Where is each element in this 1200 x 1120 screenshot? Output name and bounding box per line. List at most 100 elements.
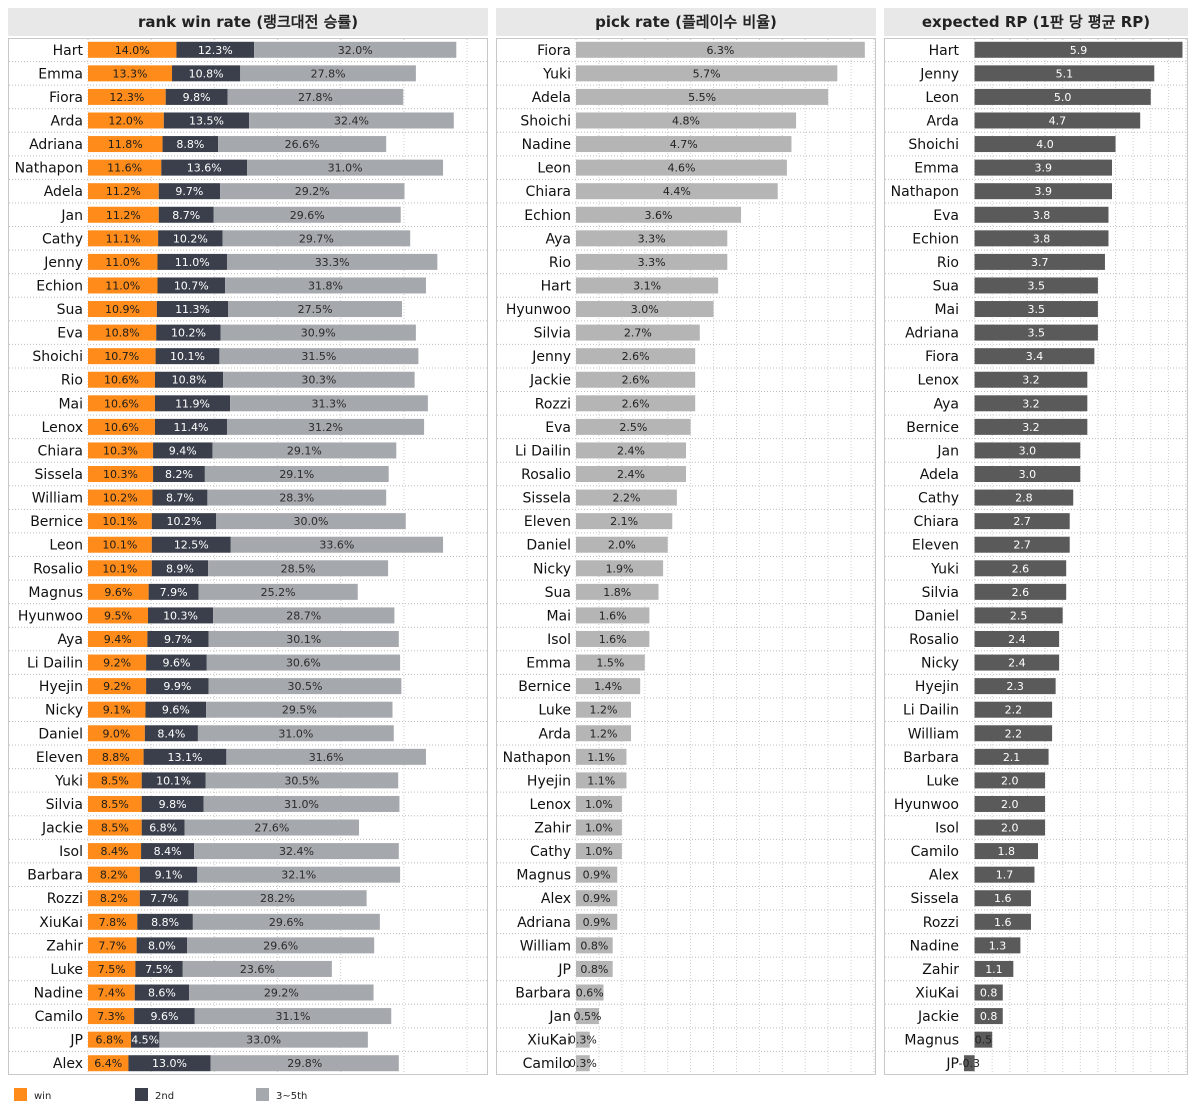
- bar-35th: [228, 301, 402, 318]
- bar-2nd: [151, 513, 217, 530]
- category-label: Chiara: [914, 514, 959, 530]
- bar-win: [88, 701, 146, 718]
- bar-win: [88, 536, 152, 553]
- data-label: 1.2%: [590, 704, 618, 717]
- category-label: Arda: [926, 113, 959, 129]
- data-label: 31.8%: [308, 279, 343, 292]
- data-label: 1.6: [994, 916, 1012, 929]
- bar-2nd: [154, 418, 227, 435]
- data-label: 30.3%: [301, 374, 336, 387]
- bar-2nd: [146, 654, 207, 671]
- bar-2nd: [134, 984, 190, 1001]
- category-label: Li Dailin: [515, 443, 571, 459]
- data-label: 2.6: [1012, 586, 1030, 599]
- legend-swatch: [14, 1088, 27, 1101]
- data-label: 10.7%: [174, 279, 209, 292]
- data-label: 9.0%: [102, 727, 130, 740]
- bar-win: [88, 819, 142, 836]
- category-label: Nicky: [45, 703, 83, 719]
- data-label: 10.1%: [102, 515, 137, 528]
- category-label: Chiara: [526, 184, 571, 200]
- category-label: Isol: [547, 632, 571, 648]
- data-label: 3.1%: [633, 279, 661, 292]
- category-label: Jan: [936, 443, 959, 459]
- category-label: Adela: [920, 467, 959, 483]
- data-label: 14.0%: [115, 44, 150, 57]
- category-label: Eleven: [524, 514, 571, 530]
- bar: [974, 937, 1021, 954]
- data-label: 10.2%: [103, 492, 138, 505]
- bar-win: [88, 112, 164, 129]
- bar-win: [88, 230, 159, 247]
- bar-win: [88, 772, 142, 789]
- bar-35th: [203, 795, 400, 812]
- category-label: Fiora: [537, 43, 571, 59]
- category-label: Eleven: [912, 538, 959, 554]
- bar-2nd: [141, 819, 185, 836]
- bar: [974, 183, 1112, 200]
- bar-win: [88, 395, 155, 412]
- data-label: 30.5%: [288, 680, 323, 693]
- data-label: 5.7%: [693, 67, 721, 80]
- plot-frame: [496, 38, 876, 1075]
- category-label: Zahir: [922, 962, 959, 978]
- bar: [576, 1055, 590, 1072]
- panel-title: rank win rate (랭크대전 승률): [138, 13, 358, 31]
- bar-2nd: [154, 395, 231, 412]
- bar: [576, 65, 838, 82]
- category-label: Adela: [44, 184, 83, 200]
- data-label: 13.0%: [152, 1057, 187, 1070]
- category-label: Shoichi: [32, 349, 83, 365]
- data-label: 2.6: [1012, 562, 1030, 575]
- data-label: 29.1%: [287, 444, 322, 457]
- legend-label: 2nd: [155, 1091, 174, 1102]
- category-label: Alex: [929, 868, 959, 884]
- data-label: 3.4: [1026, 350, 1044, 363]
- bar-win: [88, 1031, 131, 1048]
- bar-35th: [226, 253, 438, 270]
- bar: [576, 725, 632, 742]
- bar-35th: [212, 442, 397, 459]
- data-label: 8.4%: [157, 727, 185, 740]
- category-label: Sua: [545, 585, 571, 601]
- data-label: 10.3%: [163, 609, 198, 622]
- bar: [974, 277, 1098, 294]
- data-label: 6.8%: [149, 822, 177, 835]
- bar: [576, 136, 792, 153]
- bar-win: [88, 466, 154, 483]
- data-label: 13.3%: [113, 67, 148, 80]
- bar: [576, 795, 622, 812]
- bar: [974, 654, 1060, 671]
- data-label: 10.3%: [103, 468, 138, 481]
- data-label: 32.1%: [281, 869, 316, 882]
- data-label: 2.7: [1013, 539, 1031, 552]
- bar: [974, 442, 1081, 459]
- bar: [974, 513, 1070, 530]
- data-label: 1.6: [994, 892, 1012, 905]
- data-label: 33.0%: [246, 1034, 281, 1047]
- data-label: 3.0: [1019, 468, 1037, 481]
- bar-35th: [205, 772, 399, 789]
- bar: [974, 701, 1053, 718]
- data-label: 2.4%: [617, 468, 645, 481]
- bar-win: [88, 583, 149, 600]
- data-label: 29.7%: [299, 232, 334, 245]
- category-label: JP: [945, 1056, 959, 1072]
- bar-2nd: [147, 630, 209, 647]
- data-label: 33.3%: [315, 256, 350, 269]
- category-label: Cathy: [42, 231, 83, 247]
- bar: [576, 960, 613, 977]
- bar-win: [88, 630, 148, 647]
- category-label: Jan: [548, 1009, 571, 1025]
- data-label: 10.6%: [104, 397, 139, 410]
- category-label: Aya: [546, 231, 572, 247]
- category-label: Hyunwoo: [506, 302, 571, 318]
- bar-win: [88, 277, 158, 294]
- data-label: 5.1: [1056, 67, 1074, 80]
- data-label: 2.5: [1010, 609, 1028, 622]
- category-label: William: [32, 491, 83, 507]
- category-label: Silvia: [46, 797, 83, 813]
- category-label: Mai: [58, 396, 83, 412]
- bar: [576, 913, 618, 930]
- bar-win: [88, 937, 137, 954]
